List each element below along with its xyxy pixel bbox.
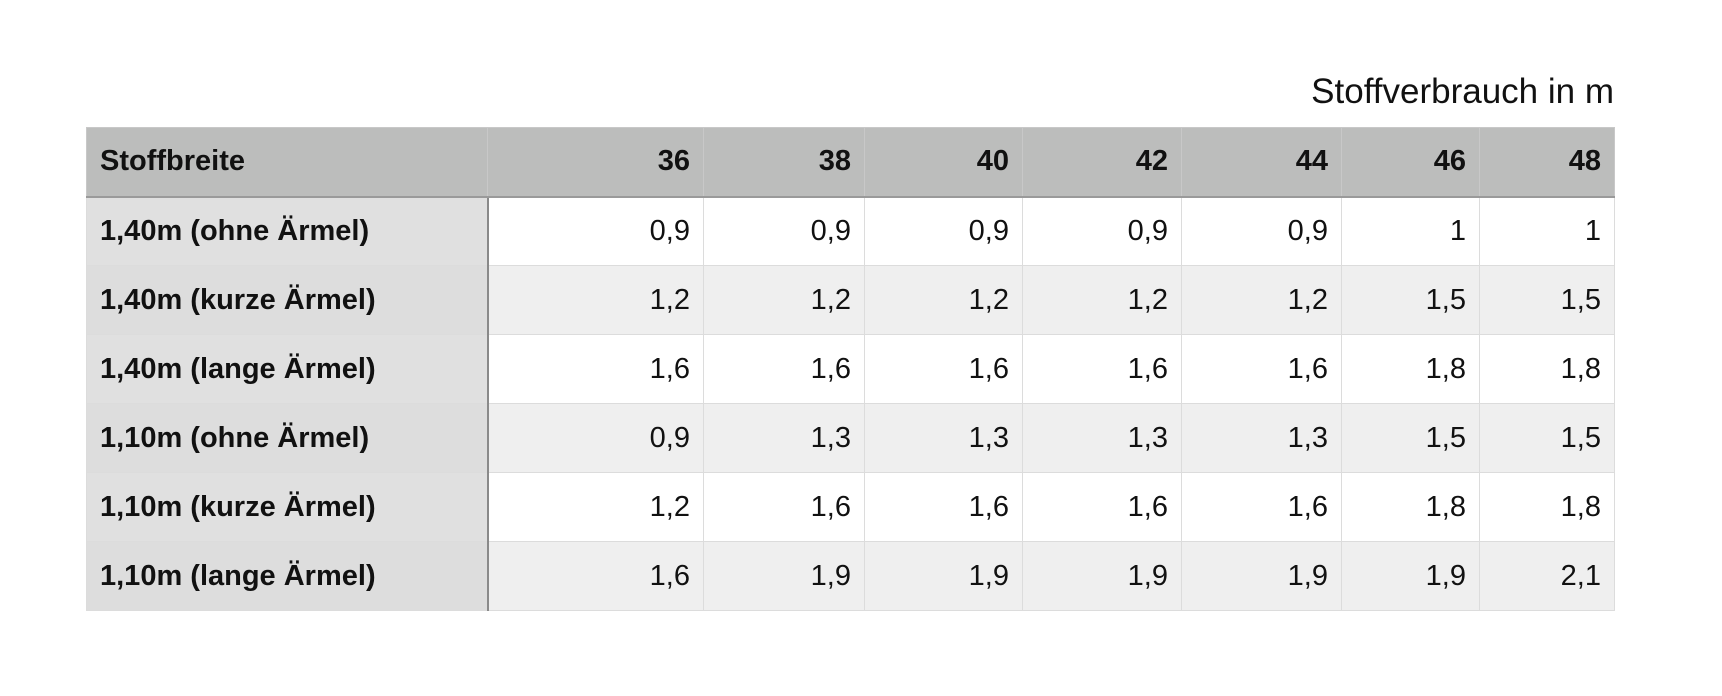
cell: 2,1 [1479,541,1615,611]
cell: 1 [1479,196,1615,266]
cell: 1,2 [487,472,704,542]
cell: 1,6 [487,541,704,611]
cell: 1,6 [864,472,1023,542]
cell: 1,5 [1341,403,1480,473]
cell: 1,2 [703,265,865,335]
fabric-table: Stoffbreite 36 38 40 42 44 46 48 1,40m (ohne Är… [86,127,1615,611]
cell: 1,8 [1341,334,1480,404]
cell: 1,5 [1341,265,1480,335]
cell: 1,8 [1479,334,1615,404]
cell: 1 [1341,196,1480,266]
cell: 0,9 [703,196,865,266]
cell: 1,2 [1022,265,1182,335]
cell: 1,8 [1341,472,1480,542]
size-header: 42 [1022,127,1182,198]
cell: 0,9 [1022,196,1182,266]
size-header: 44 [1181,127,1342,198]
cell: 1,6 [703,334,865,404]
table-row: 1,10m (kurze Ärmel) 1,2 1,6 1,6 1,6 1,6 1,8 1,8 [86,472,1615,542]
cell: 1,6 [1022,472,1182,542]
row-label: 1,10m (lange Ärmel) [86,541,489,611]
table-row: 1,40m (ohne Ärmel) 0,9 0,9 0,9 0,9 0,9 1 1 [86,196,1615,266]
cell: 1,3 [1022,403,1182,473]
cell: 1,2 [1181,265,1342,335]
table-row: 1,10m (ohne Ärmel) 0,9 1,3 1,3 1,3 1,3 1,5 1,5 [86,403,1615,473]
row-label: 1,40m (kurze Ärmel) [86,265,489,335]
row-label: 1,10m (kurze Ärmel) [86,472,489,542]
table-title: Stoffverbrauch in m [1311,72,1614,111]
row-label: 1,10m (ohne Ärmel) [86,403,489,473]
cell: 1,2 [864,265,1023,335]
size-header: 38 [703,127,865,198]
cell: 0,9 [487,403,704,473]
cell: 0,9 [1181,196,1342,266]
cell: 1,8 [1479,472,1615,542]
cell: 1,9 [1022,541,1182,611]
cell: 1,9 [864,541,1023,611]
cell: 1,3 [1181,403,1342,473]
cell: 1,3 [864,403,1023,473]
row-label: 1,40m (ohne Ärmel) [86,196,489,266]
header-row: Stoffbreite 36 38 40 42 44 46 48 [86,127,1615,198]
cell: 1,6 [1181,472,1342,542]
header-label: Stoffbreite [86,127,488,198]
cell: 1,9 [1341,541,1480,611]
cell: 0,9 [864,196,1023,266]
table-row: 1,40m (kurze Ärmel) 1,2 1,2 1,2 1,2 1,2 1,5 1,5 [86,265,1615,335]
row-label: 1,40m (lange Ärmel) [86,334,489,404]
table-row: 1,10m (lange Ärmel) 1,6 1,9 1,9 1,9 1,9 1,9 2,1 [86,541,1615,611]
size-header: 46 [1341,127,1480,198]
size-header: 36 [487,127,704,198]
cell: 1,6 [703,472,865,542]
cell: 1,9 [703,541,865,611]
size-header: 40 [864,127,1023,198]
table-header: Stoffbreite 36 38 40 42 44 46 48 [86,127,1615,198]
cell: 1,3 [703,403,865,473]
table-body: 1,40m (ohne Ärmel) 0,9 0,9 0,9 0,9 0,9 1 1 1,40m… [86,196,1615,611]
cell: 1,5 [1479,265,1615,335]
size-header: 48 [1479,127,1615,198]
cell: 1,6 [487,334,704,404]
cell: 1,2 [487,265,704,335]
cell: 0,9 [487,196,704,266]
cell: 1,6 [864,334,1023,404]
cell: 1,6 [1181,334,1342,404]
cell: 1,6 [1022,334,1182,404]
cell: 1,9 [1181,541,1342,611]
cell: 1,5 [1479,403,1615,473]
table-row: 1,40m (lange Ärmel) 1,6 1,6 1,6 1,6 1,6 1,8 1,8 [86,334,1615,404]
